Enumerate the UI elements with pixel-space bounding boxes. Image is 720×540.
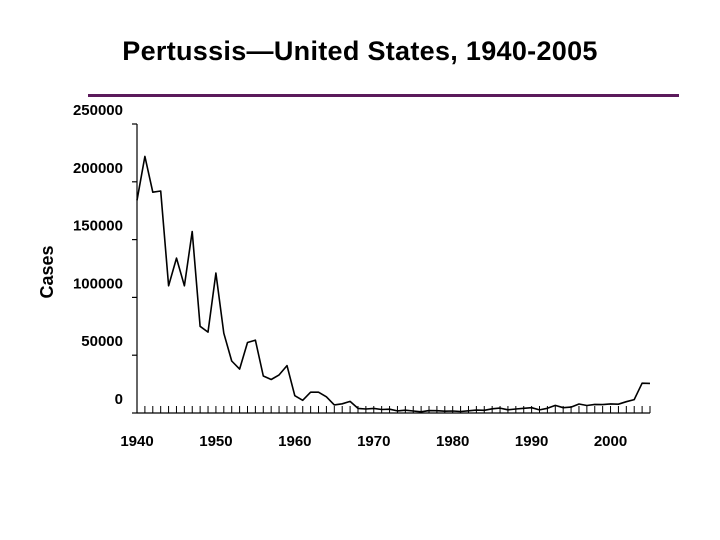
x-tick-label: 1940 — [120, 433, 153, 450]
x-tick-label: 1960 — [278, 433, 311, 450]
series-line-0 — [136, 155, 651, 413]
slide-title: Pertussis—United States, 1940-2005 — [122, 36, 598, 66]
y-tick-label: 250000 — [73, 102, 123, 119]
y-tick-label: 200000 — [73, 160, 123, 177]
x-tick-label: 1950 — [199, 433, 232, 450]
y-tick-label: 150000 — [73, 218, 123, 235]
y-tick-label: 0 — [115, 391, 123, 408]
series — [136, 155, 651, 413]
x-tick-label: 1990 — [515, 433, 548, 450]
y-tick-label: 100000 — [73, 275, 123, 292]
tick-labels: 0 50000 100000 150000 200000 250000 1940 1950 19… — [73, 102, 627, 450]
y-axis-title: Cases — [37, 245, 57, 298]
x-tick-label: 2000 — [594, 433, 627, 450]
title-divider — [88, 94, 679, 97]
x-tick-label: 1980 — [436, 433, 469, 450]
axes — [132, 123, 651, 414]
y-tick-label: 50000 — [81, 333, 123, 350]
x-tick-label: 1970 — [357, 433, 390, 450]
